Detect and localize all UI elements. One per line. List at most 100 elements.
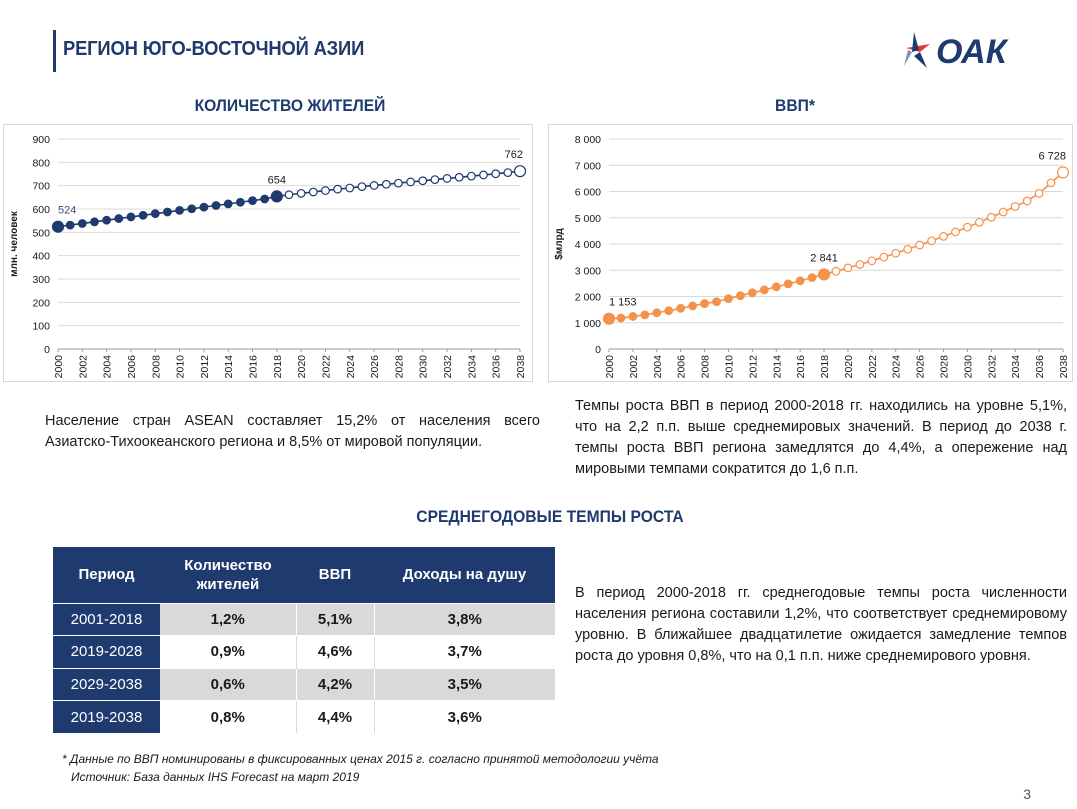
data-point: [843, 263, 853, 273]
data-point: [903, 244, 913, 254]
y-tick-label: 400: [32, 251, 50, 263]
x-tick-label: 2010: [175, 355, 187, 379]
x-tick-label: 2012: [747, 355, 759, 379]
data-point: [640, 310, 650, 320]
x-tick-label: 2016: [248, 355, 260, 379]
data-label: 762: [505, 149, 523, 161]
data-point: [616, 313, 626, 323]
data-point: [65, 220, 75, 230]
data-label: 654: [268, 174, 286, 186]
x-tick-label: 2038: [515, 355, 527, 379]
x-tick-label: 2022: [320, 355, 332, 379]
x-tick-label: 2028: [393, 355, 405, 379]
cell-gdp: 4,4%: [295, 700, 374, 733]
cell-income: 3,7%: [373, 635, 555, 668]
data-point: [369, 181, 379, 190]
y-tick-label: 500: [32, 227, 50, 239]
data-point: [296, 188, 306, 198]
data-point: [891, 248, 901, 258]
y-tick-label: 900: [32, 134, 50, 146]
table-row: 2001-2018 1,2% 5,1% 3,8%: [53, 602, 555, 636]
x-tick-label: 2014: [771, 355, 783, 379]
data-point: [333, 184, 343, 194]
data-point: [807, 273, 817, 283]
cell-population: 0,9%: [160, 635, 296, 668]
y-tick-label: 100: [32, 321, 50, 333]
data-point: [102, 215, 112, 225]
data-point: [150, 209, 160, 219]
y-tick-label: 2 000: [575, 292, 601, 304]
cell-gdp: 4,6%: [295, 635, 374, 668]
cell-income: 3,8%: [373, 602, 555, 636]
data-point: [783, 279, 793, 289]
x-tick-label: 2030: [418, 355, 430, 379]
x-tick-label: 2028: [939, 355, 951, 379]
oak-logo: ОАК: [904, 32, 1009, 71]
x-tick-label: 2004: [652, 355, 664, 379]
y-tick-label: 700: [32, 181, 50, 193]
x-tick-label: 2036: [491, 355, 503, 379]
population-chart-title: КОЛИЧЕСТВО ЖИТЕЛЕЙ: [194, 96, 386, 115]
x-tick-label: 2038: [1058, 355, 1070, 379]
data-point: [479, 170, 488, 180]
data-point: [345, 183, 355, 193]
table-row: 2019-2038 0,8% 4,4% 3,6%: [53, 700, 555, 733]
data-point: [700, 299, 709, 308]
x-tick-label: 2010: [723, 355, 735, 379]
cell-gdp: 4,2%: [295, 667, 374, 701]
data-point: [795, 276, 805, 286]
x-tick-label: 2030: [962, 355, 974, 379]
data-point: [664, 306, 674, 316]
data-point: [855, 260, 865, 269]
y-tick-label: 800: [32, 157, 50, 169]
y-tick-label: 600: [32, 204, 50, 216]
x-tick-label: 2024: [891, 355, 903, 379]
data-point: [724, 294, 733, 304]
data-point: [199, 202, 209, 212]
footnote-source: Источник: База данных IHS Forecast на ма…: [71, 770, 360, 784]
data-point: [187, 204, 197, 214]
data-point: [270, 190, 283, 203]
header-period: Период: [53, 547, 160, 603]
data-point: [1022, 196, 1032, 206]
x-tick-label: 2022: [867, 355, 879, 379]
data-point: [503, 168, 513, 177]
data-point: [998, 207, 1008, 217]
x-tick-label: 2024: [345, 355, 357, 379]
data-point: [381, 179, 391, 189]
x-tick-label: 2014: [223, 355, 235, 379]
data-point: [442, 174, 452, 183]
x-tick-label: 2034: [1010, 355, 1022, 379]
data-point: [308, 187, 318, 197]
y-tick-label: 300: [32, 274, 50, 286]
y-axis-label: млн. человек: [9, 210, 20, 277]
cell-period: 2001-2018: [53, 602, 160, 636]
data-point: [466, 171, 476, 181]
x-tick-label: 2034: [466, 355, 478, 379]
cell-gdp: 5,1%: [295, 602, 374, 636]
y-tick-label: 4 000: [575, 239, 601, 251]
y-tick-label: 6 000: [575, 187, 601, 199]
cell-period: 2029-2038: [53, 667, 160, 701]
logo-text: ОАК: [936, 33, 1009, 71]
star-icon: [904, 32, 930, 68]
header-income: Доходы на душу: [374, 547, 555, 603]
cell-period: 2019-2038: [53, 700, 160, 733]
data-point: [831, 266, 841, 276]
title-accent-bar: [53, 30, 56, 72]
x-tick-label: 2002: [77, 355, 89, 379]
data-point: [652, 308, 662, 318]
data-point: [1034, 188, 1044, 198]
y-tick-label: 0: [44, 344, 50, 356]
cell-population: 0,6%: [160, 667, 296, 701]
data-point: [235, 197, 245, 207]
cell-period: 2019-2028: [53, 635, 160, 668]
data-point: [1046, 178, 1056, 188]
data-point: [915, 240, 925, 250]
x-tick-label: 2036: [1034, 355, 1046, 379]
data-label: 1 153: [609, 297, 637, 309]
population-chart: 0 100 200 300 400 500 600 700 800 900 2000 2002 2004…: [3, 124, 533, 382]
y-tick-label: 1 000: [575, 318, 601, 330]
population-description: Население стран ASEAN составляет 15,2% о…: [45, 413, 540, 450]
data-point: [688, 301, 698, 311]
